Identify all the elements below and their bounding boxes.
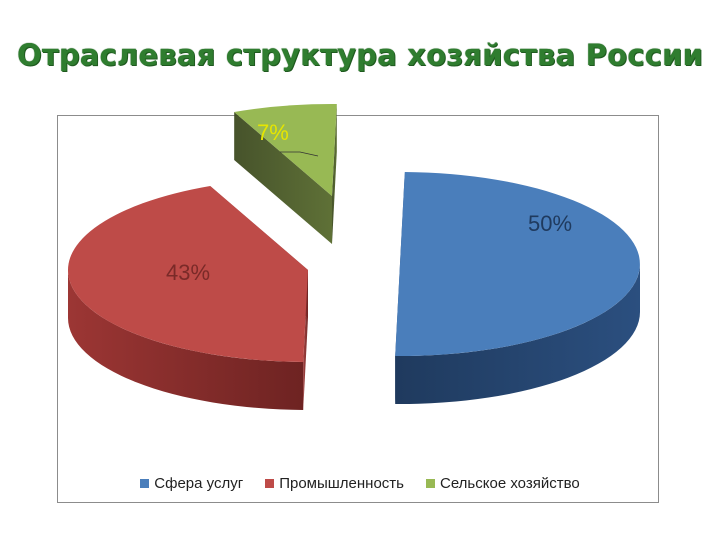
legend-item-2: Сельское хозяйство	[426, 473, 580, 493]
legend-label-2: Сельское хозяйство	[440, 474, 580, 492]
legend-label-1: Промышленность	[279, 474, 404, 492]
leader-line	[280, 151, 319, 157]
data-label-1: 43%	[166, 260, 210, 285]
data-label-0: 50%	[528, 211, 572, 236]
pie-slice-face-1-0	[303, 270, 308, 410]
pie-slice-face-2-1	[332, 104, 337, 244]
legend-item-0: Сфера услуг	[140, 473, 243, 493]
pie-slice-1	[67, 185, 308, 362]
legend-item-1: Промышленность	[265, 473, 404, 493]
pie-slice-face-2-0	[234, 111, 332, 244]
slide-title: Отраслевая структура хозяйства России	[16, 38, 704, 72]
pie-slice-0	[395, 172, 640, 356]
legend-label-0: Сфера услуг	[154, 474, 244, 492]
pie-slice-2	[234, 104, 337, 196]
chart-legend: Сфера услуг Промышленность Сельское хозяйс…	[0, 473, 720, 493]
legend-swatch-0	[140, 478, 150, 488]
legend-swatch-2	[426, 478, 435, 488]
pie-slice-side-1	[68, 270, 304, 410]
pie-slice-side-0	[395, 264, 641, 404]
legend-swatch-1	[265, 478, 275, 488]
data-label-2: 7%	[257, 120, 289, 145]
